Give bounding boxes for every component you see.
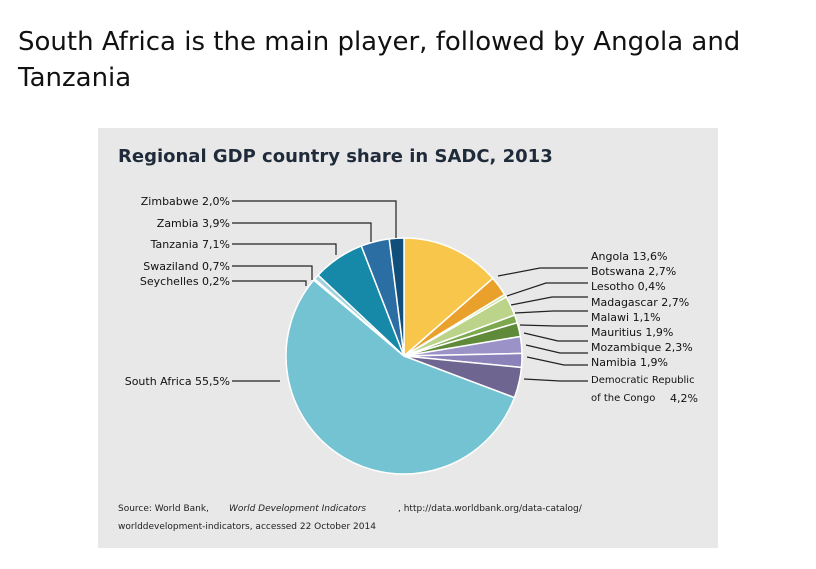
label-malawi: Malawi 1,1% [591,311,661,324]
leader-mozambique [525,344,588,354]
label-madagascar: Madagascar 2,7% [591,296,690,309]
label-lesotho: Lesotho 0,4% [591,280,666,293]
leader-tanzania [232,243,337,255]
source-line2: worlddevelopment-indicators, accessed 22… [118,522,376,532]
label-angola: Angola 13,6% [591,250,668,263]
leader-swaziland [232,265,313,280]
leader-malawi [519,324,588,327]
label-botswana: Botswana 2,7% [591,265,677,278]
leader-lesotho [510,296,588,306]
pie-slice-zimbabwe [388,237,405,357]
source-prefix: Source: World Bank, [118,504,209,514]
source-url: , http://data.worldbank.org/data-catalog… [398,504,582,514]
pie-slice-south-africa [285,279,516,475]
label-mozambique: Mozambique 2,3% [591,341,693,354]
leader-botswana [506,282,588,297]
source-italic: World Development Indicators [229,504,367,514]
label-swaziland: Swaziland 0,7% [143,260,230,273]
pie-slice-angola [403,237,494,358]
label-drc-value: 4,2% [670,392,698,405]
leader-zambia [232,222,372,242]
slide-title: South Africa is the main player, followe… [18,27,741,93]
label-drc-line1: Democratic Republic [591,375,695,386]
leader-seychelles [232,280,307,286]
label-tanzania: Tanzania 7,1% [150,238,230,251]
label-south-africa: South Africa 55,5% [124,375,230,388]
label-mauritius: Mauritius 1,9% [591,326,674,339]
chart-title: Regional GDP country share in SADC, 2013 [118,146,553,167]
leader-mauritius [523,332,588,342]
leader-madagascar [514,310,588,314]
leader-angola [497,267,588,277]
leader-zimbabwe [232,200,397,238]
label-zambia: Zambia 3,9% [156,217,230,230]
leader-drc [523,378,588,382]
label-namibia: Namibia 1,9% [591,356,668,369]
leader-namibia [526,356,588,366]
label-zimbabwe: Zimbabwe 2,0% [140,195,230,208]
label-drc-line2: of the Congo [591,393,656,404]
label-seychelles: Seychelles 0,2% [139,275,230,288]
